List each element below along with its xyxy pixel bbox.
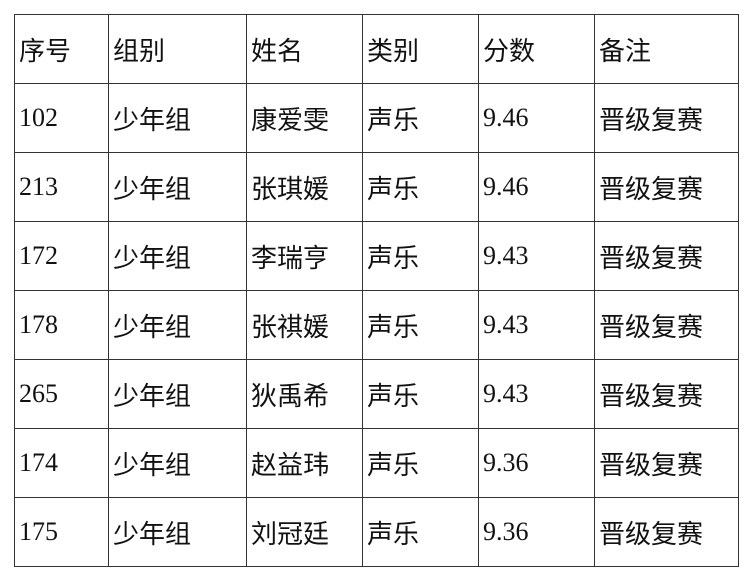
table-row: 172 少年组 李瑞亨 声乐 9.43 晋级复赛 (14, 221, 739, 291)
header-group: 组别 (108, 14, 247, 84)
cell-category: 声乐 (362, 359, 479, 429)
table-row: 175 少年组 刘冠廷 声乐 9.36 晋级复赛 (14, 497, 739, 567)
cell-score: 9.36 (478, 497, 595, 567)
cell-group: 少年组 (108, 497, 247, 567)
cell-category: 声乐 (362, 83, 479, 153)
cell-name: 张琪媛 (246, 152, 363, 222)
header-id: 序号 (14, 14, 109, 84)
cell-name: 狄禹希 (246, 359, 363, 429)
header-category: 类别 (362, 14, 479, 84)
cell-id: 174 (14, 428, 109, 498)
cell-id: 265 (14, 359, 109, 429)
cell-category: 声乐 (362, 221, 479, 291)
cell-category: 声乐 (362, 497, 479, 567)
cell-group: 少年组 (108, 359, 247, 429)
header-remark: 备注 (594, 14, 739, 84)
cell-score: 9.43 (478, 290, 595, 360)
header-score: 分数 (478, 14, 595, 84)
cell-score: 9.46 (478, 83, 595, 153)
cell-score: 9.43 (478, 359, 595, 429)
cell-category: 声乐 (362, 428, 479, 498)
cell-group: 少年组 (108, 428, 247, 498)
cell-remark: 晋级复赛 (594, 152, 739, 222)
cell-name: 李瑞亨 (246, 221, 363, 291)
cell-score: 9.46 (478, 152, 595, 222)
cell-group: 少年组 (108, 290, 247, 360)
cell-score: 9.43 (478, 221, 595, 291)
cell-category: 声乐 (362, 152, 479, 222)
table-row: 265 少年组 狄禹希 声乐 9.43 晋级复赛 (14, 359, 739, 429)
header-name: 姓名 (246, 14, 363, 84)
cell-group: 少年组 (108, 83, 247, 153)
table-row: 178 少年组 张祺媛 声乐 9.43 晋级复赛 (14, 290, 739, 360)
cell-id: 102 (14, 83, 109, 153)
table-row: 174 少年组 赵益玮 声乐 9.36 晋级复赛 (14, 428, 739, 498)
cell-remark: 晋级复赛 (594, 359, 739, 429)
cell-remark: 晋级复赛 (594, 497, 739, 567)
cell-name: 张祺媛 (246, 290, 363, 360)
cell-id: 172 (14, 221, 109, 291)
cell-name: 赵益玮 (246, 428, 363, 498)
cell-id: 175 (14, 497, 109, 567)
cell-group: 少年组 (108, 221, 247, 291)
cell-remark: 晋级复赛 (594, 428, 739, 498)
table-row: 102 少年组 康爱雯 声乐 9.46 晋级复赛 (14, 83, 739, 153)
results-table: 序号 组别 姓名 类别 分数 备注 102 少年组 康爱雯 声乐 9.46 晋级复赛 213 少年组 张琪媛… (14, 14, 739, 567)
cell-score: 9.36 (478, 428, 595, 498)
cell-name: 刘冠廷 (246, 497, 363, 567)
cell-id: 178 (14, 290, 109, 360)
cell-remark: 晋级复赛 (594, 221, 739, 291)
cell-remark: 晋级复赛 (594, 290, 739, 360)
table-row: 213 少年组 张琪媛 声乐 9.46 晋级复赛 (14, 152, 739, 222)
cell-id: 213 (14, 152, 109, 222)
header-row: 序号 组别 姓名 类别 分数 备注 (14, 14, 739, 84)
cell-name: 康爱雯 (246, 83, 363, 153)
cell-category: 声乐 (362, 290, 479, 360)
cell-remark: 晋级复赛 (594, 83, 739, 153)
cell-group: 少年组 (108, 152, 247, 222)
